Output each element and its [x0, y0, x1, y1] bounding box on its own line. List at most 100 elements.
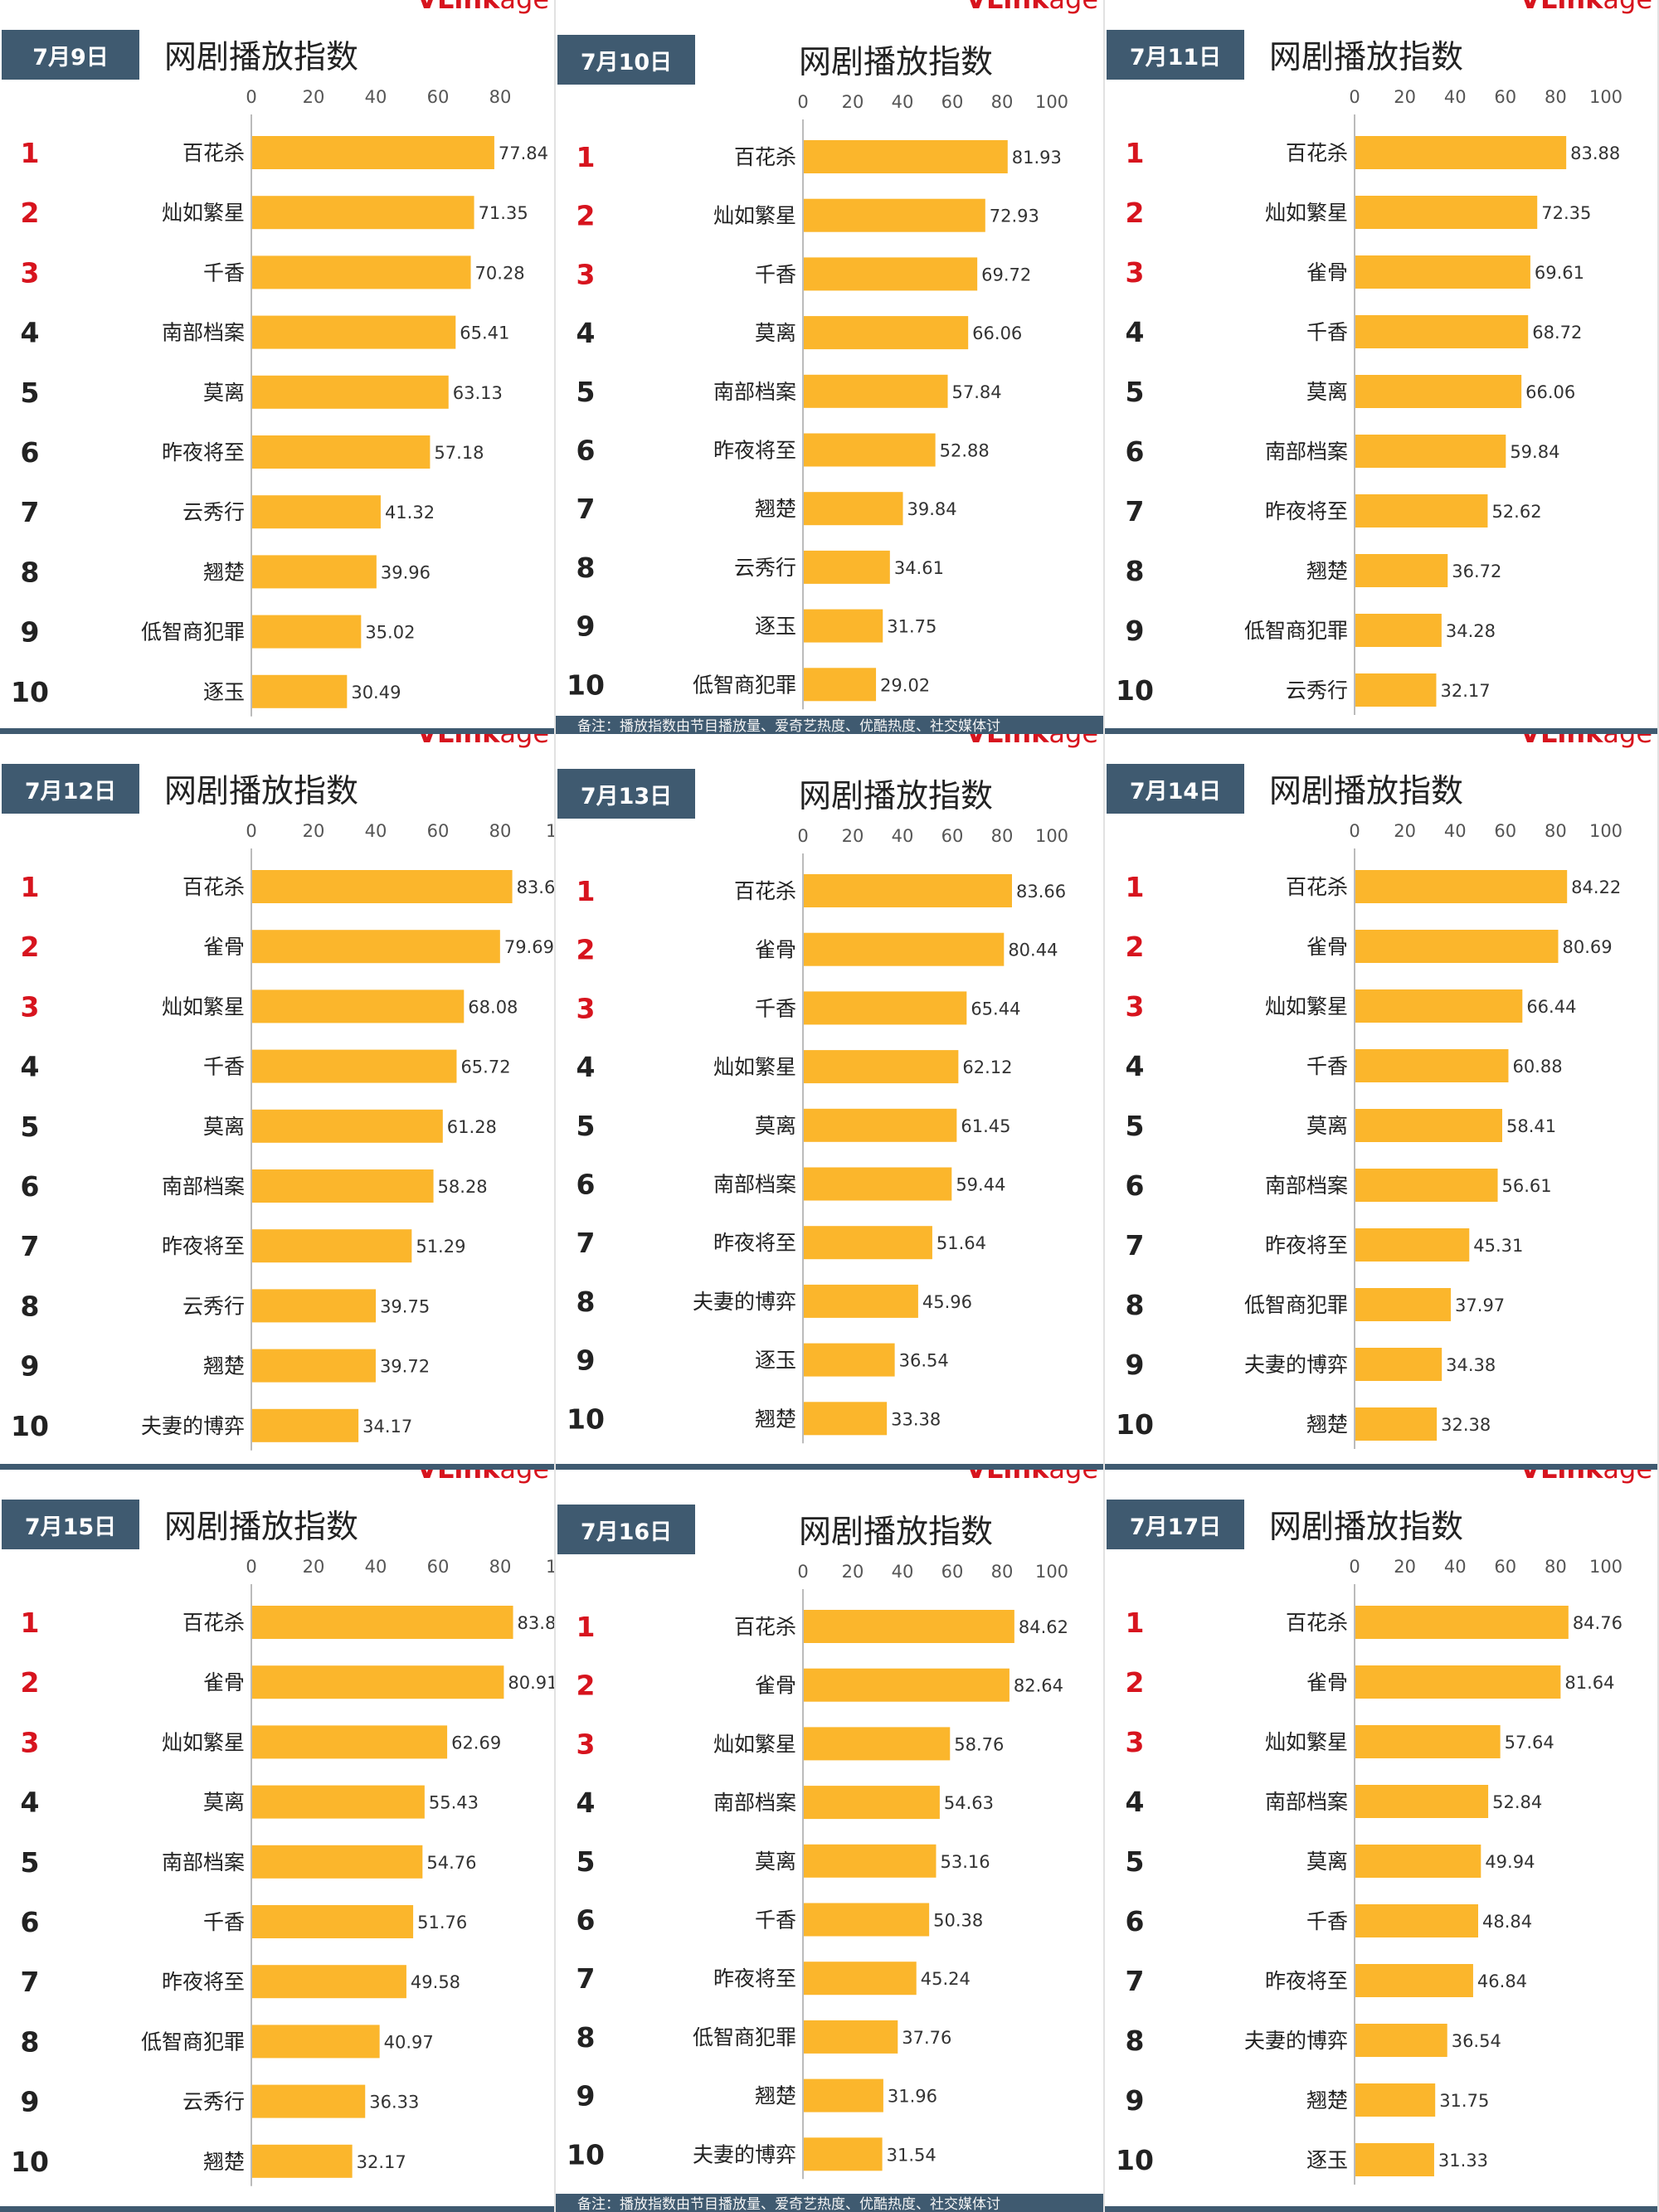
rank-number: 7	[21, 1966, 40, 1998]
bar	[252, 989, 465, 1023]
bar	[1355, 2024, 1447, 2057]
category-label: 云秀行	[734, 556, 796, 580]
rank-number: 4	[1126, 316, 1145, 348]
data-label: 32.38	[1441, 1415, 1491, 1435]
logo-prefix: VLink	[1520, 1470, 1603, 1485]
rank-number: 7	[577, 1962, 596, 1995]
category-label: 翘楚	[203, 1354, 245, 1378]
bar	[804, 1108, 957, 1142]
data-label: 65.41	[460, 323, 509, 343]
rank-number: 10	[11, 1410, 49, 1442]
category-label: 百花杀	[182, 141, 245, 165]
vlinkage-logo: VLinkage	[966, 1470, 1098, 1485]
category-label: 南部档案	[1265, 1174, 1348, 1198]
rank-number: 4	[1126, 1786, 1145, 1818]
data-label: 31.54	[887, 2145, 937, 2165]
data-label: 39.96	[381, 562, 431, 582]
data-label: 31.75	[887, 617, 937, 637]
category-label: 翘楚	[755, 1407, 796, 1431]
bar	[804, 991, 967, 1025]
tick-label: 60	[941, 826, 964, 846]
tick-label: 40	[892, 1562, 914, 1582]
tick-label: 100	[1035, 826, 1068, 846]
tick-label: 80	[1545, 1557, 1567, 1577]
data-label: 36.54	[1452, 2031, 1501, 2051]
bar	[252, 2144, 353, 2178]
rank-number: 9	[1126, 1349, 1145, 1381]
rank-number: 10	[567, 2138, 605, 2171]
data-label: 77.84	[499, 143, 548, 163]
tick-label: 40	[892, 92, 914, 112]
category-label: 低智商犯罪	[1244, 619, 1348, 643]
category-label: 灿如繁星	[713, 1055, 796, 1079]
logo-prefix: VLink	[966, 0, 1048, 15]
category-label: 逐玉	[755, 615, 796, 639]
bar	[1355, 2083, 1436, 2117]
bar	[1355, 315, 1529, 348]
category-label: 逐玉	[203, 680, 245, 704]
tick-label: 0	[797, 1562, 808, 1582]
footer-bar	[0, 2206, 554, 2212]
bar	[1355, 1049, 1509, 1082]
tick-label: 20	[1394, 87, 1416, 107]
date-badge: 7月13日	[557, 769, 695, 819]
tick-label: 0	[1349, 87, 1360, 107]
category-label: 莫离	[203, 381, 245, 405]
data-label: 39.72	[380, 1357, 430, 1377]
category-label: 千香	[203, 260, 245, 284]
bar	[1355, 1725, 1501, 1758]
rank-number: 3	[21, 1726, 40, 1758]
category-label: 昨夜将至	[713, 1231, 796, 1255]
rank-number: 4	[21, 317, 40, 349]
tick-label: 0	[1349, 1557, 1360, 1577]
bar	[804, 609, 883, 643]
footer-bar	[0, 1464, 554, 1470]
rank-number: 10	[11, 2146, 49, 2178]
bar	[252, 315, 456, 349]
data-label: 36.72	[1452, 562, 1501, 581]
data-label: 83.88	[1570, 143, 1620, 163]
tick-label: 80	[991, 826, 1014, 846]
data-label: 80.69	[1562, 937, 1612, 957]
category-label: 莫离	[1306, 1850, 1348, 1874]
category-label: 逐玉	[1306, 2148, 1348, 2172]
data-label: 80.44	[1008, 941, 1058, 960]
bar	[1355, 1785, 1489, 1818]
bar	[1355, 435, 1506, 468]
rank-number: 5	[21, 1111, 40, 1143]
bar-chart: 0 20 40 60 80 100 1 百花杀 84.62 2 雀骨 82.64 3 灿如繁星 58.76 4…	[567, 1562, 1068, 2180]
logo-suffix: age	[499, 1470, 549, 1485]
bar	[804, 2078, 883, 2112]
data-label: 81.93	[1012, 148, 1062, 168]
bar-chart: 0 20 40 60 80 100 1 百花杀 84.22 2 雀骨 80.69 3 灿如繁星 66.44 4…	[1116, 821, 1623, 1449]
bar	[804, 932, 1005, 966]
data-label: 57.84	[952, 382, 1002, 402]
date-badge: 7月11日	[1107, 30, 1244, 80]
data-label: 70.28	[475, 263, 525, 283]
category-label: 百花杀	[1286, 1611, 1348, 1635]
data-label: 66.06	[972, 323, 1022, 343]
bar	[252, 1349, 376, 1383]
rank-number: 2	[577, 934, 596, 966]
rank-number: 4	[21, 1787, 40, 1819]
chart-panel: VLinkage 7月10日 网剧播放指数 0 20 40 60 80 100 1 百花杀 81.93…	[556, 0, 1105, 734]
category-label: 低智商犯罪	[693, 673, 796, 697]
footer-bar	[1105, 1464, 1657, 1470]
rank-number: 7	[577, 493, 596, 525]
footnote: 备注：播放指数由节目播放量、爱奇艺热度、优酷热度、社交媒体讨	[556, 2194, 1103, 2212]
data-label: 35.02	[365, 623, 415, 643]
category-label: 夫妻的博弈	[693, 1290, 796, 1314]
tick-label: 80	[991, 92, 1014, 112]
bar	[804, 374, 948, 408]
category-label: 雀骨	[755, 1674, 796, 1698]
bar	[252, 136, 494, 169]
bar	[1355, 673, 1437, 707]
logo-suffix: age	[1603, 1470, 1652, 1485]
bar	[1355, 196, 1538, 229]
category-label: 昨夜将至	[713, 1966, 796, 1991]
bar	[252, 1049, 457, 1083]
tick-label: 60	[427, 87, 450, 107]
rank-number: 10	[567, 1403, 605, 1435]
